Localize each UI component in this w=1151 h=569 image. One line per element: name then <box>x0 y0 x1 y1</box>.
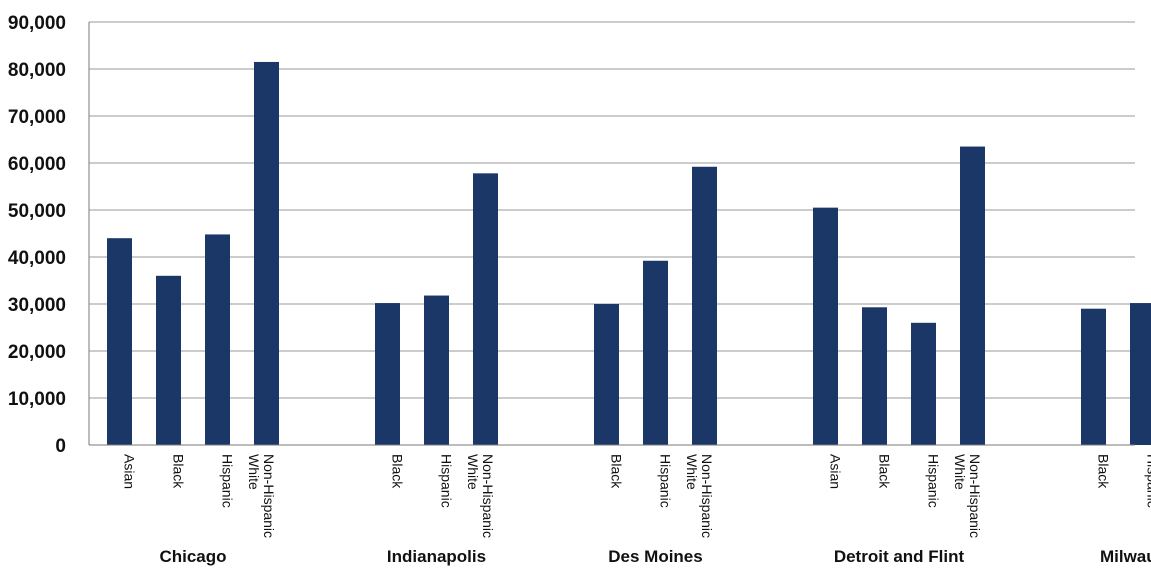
category-label: Non-HispanicWhite <box>684 454 715 538</box>
bars <box>107 61 1151 446</box>
bar <box>643 260 668 445</box>
bar <box>473 173 498 445</box>
category-label-line: Asian <box>828 454 844 489</box>
group-labels: Chicago Indianapolis Des Moines Detroit and… <box>159 547 1151 566</box>
group-label: Indianapolis <box>387 547 486 566</box>
category-label: Hispanic <box>926 454 942 508</box>
group-label: Milwaukee <box>1100 547 1151 566</box>
category-label: Black <box>171 454 187 489</box>
category-label-line: Black <box>390 454 406 489</box>
category-label: Non-HispanicWhite <box>465 454 496 538</box>
bar <box>594 304 619 445</box>
category-label-line: Non-Hispanic <box>480 454 496 538</box>
category-label-line: Non-Hispanic <box>699 454 715 538</box>
category-label: Black <box>877 454 893 489</box>
category-label: Hispanic <box>220 454 236 508</box>
category-label: Hispanic <box>439 454 455 508</box>
category-label-line: Hispanic <box>220 454 236 508</box>
category-label-line: Black <box>877 454 893 489</box>
bar <box>1081 308 1106 445</box>
category-label-line: White <box>465 454 481 490</box>
category-label-line: Hispanic <box>1145 454 1151 508</box>
category-label: Black <box>390 454 406 489</box>
category-label-line: White <box>952 454 968 490</box>
category-label: Hispanic <box>1145 454 1151 508</box>
bar <box>862 307 887 445</box>
bar <box>205 234 230 445</box>
y-tick-label: 30,000 <box>8 295 66 316</box>
group-label: Detroit and Flint <box>834 547 965 566</box>
bar <box>254 61 279 445</box>
category-label: Non-HispanicWhite <box>246 454 277 538</box>
group-label: Des Moines <box>608 547 702 566</box>
category-label-line: Asian <box>122 454 138 489</box>
category-label: Hispanic <box>658 454 674 508</box>
y-tick-label: 90,000 <box>8 13 66 34</box>
category-label-line: Black <box>171 454 187 489</box>
bar <box>424 295 449 445</box>
category-label-line: Hispanic <box>439 454 455 508</box>
bar <box>911 322 936 445</box>
y-tick-label: 0 <box>55 436 66 457</box>
group-label: Chicago <box>159 547 226 566</box>
category-label: Black <box>609 454 625 489</box>
category-label: Asian <box>828 454 844 489</box>
category-label-line: Non-Hispanic <box>261 454 277 538</box>
category-label-line: White <box>246 454 262 490</box>
y-tick-label: 20,000 <box>8 342 66 363</box>
y-tick-label: 60,000 <box>8 154 66 175</box>
y-tick-label: 80,000 <box>8 60 66 81</box>
category-label: Non-HispanicWhite <box>952 454 983 538</box>
bar <box>1130 303 1151 445</box>
bar <box>692 166 717 445</box>
bar <box>107 238 132 445</box>
category-label-line: Black <box>609 454 625 489</box>
category-label-line: Non-Hispanic <box>967 454 983 538</box>
category-label-line: White <box>684 454 700 490</box>
y-tick-label: 70,000 <box>8 107 66 128</box>
y-tick-label: 50,000 <box>8 201 66 222</box>
category-label-line: Hispanic <box>926 454 942 508</box>
y-axis-tick-labels: 0 10,000 20,000 30,000 40,000 50,000 60,000 70,… <box>8 13 66 457</box>
category-label: Black <box>1096 454 1112 489</box>
bar <box>960 146 985 446</box>
category-label-line: Hispanic <box>658 454 674 508</box>
category-label-line: Black <box>1096 454 1112 489</box>
bar <box>375 303 400 445</box>
bar <box>813 207 838 445</box>
y-tick-label: 40,000 <box>8 248 66 269</box>
y-tick-label: 10,000 <box>8 389 66 410</box>
axes <box>88 22 1135 446</box>
category-labels: Asian Black Hispanic Non-HispanicWhite Black… <box>122 454 1151 538</box>
category-label: Asian <box>122 454 138 489</box>
bar <box>156 275 181 445</box>
